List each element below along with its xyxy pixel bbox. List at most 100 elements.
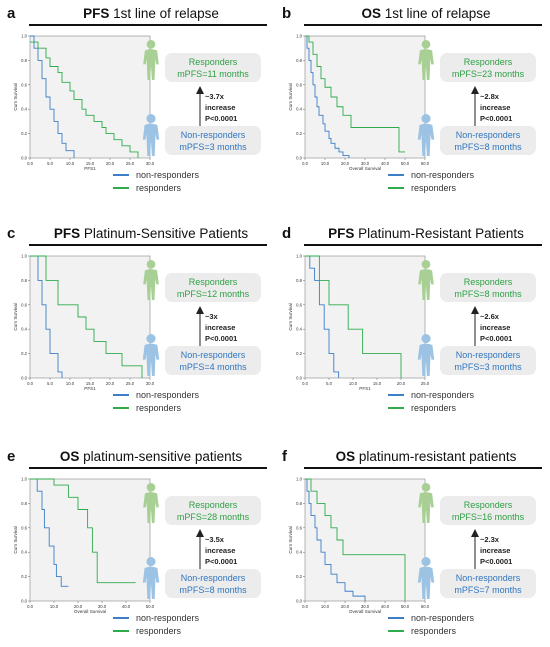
x-tick-label: 10.0 [50, 604, 59, 609]
y-tick-label: 0.4 [296, 550, 302, 555]
y-tick-label: 0.8 [296, 58, 302, 63]
x-tick-label: 20.0 [106, 161, 115, 166]
title-bold: OS [60, 449, 80, 464]
head-shape [421, 260, 431, 269]
x-tick-label: 15.0 [86, 161, 95, 166]
y-tick-label: 0.6 [21, 302, 27, 307]
p-value: P<0.0001 [480, 334, 512, 343]
p-value: P<0.0001 [205, 334, 237, 343]
chart-title: OS platinum-resistant patients [336, 449, 517, 464]
fold-change: ~2.6x [480, 312, 500, 321]
responder-figure-icon [418, 260, 434, 300]
x-tick-label: 5.0 [47, 161, 53, 166]
survival-curve-responders [30, 255, 143, 378]
x-tick-label: 20.0 [341, 161, 350, 166]
chart-title: PFS Platinum-Resistant Patients [328, 226, 524, 241]
x-tick-label: 20.0 [397, 381, 406, 386]
legend-label-responders: responders [136, 626, 182, 636]
plot-area [304, 478, 426, 602]
nonresponders-bubble [440, 126, 536, 155]
x-tick-label: 40.0 [381, 161, 390, 166]
title-rest: 1st line of relapse [381, 6, 491, 21]
head-shape [146, 260, 156, 269]
p-value: P<0.0001 [205, 557, 237, 566]
responders-label: Responders [464, 500, 513, 510]
x-tick-label: 40.0 [381, 604, 390, 609]
x-tick-label: 25.0 [126, 381, 135, 386]
head-shape [146, 557, 156, 567]
y-tick-label: 0.2 [21, 351, 27, 356]
legend-label-responders: responders [136, 403, 182, 413]
y-tick-label: 0.0 [296, 376, 302, 381]
responders-label: Responders [189, 277, 238, 287]
responders-bubble [440, 53, 536, 82]
x-tick-label: 5.0 [326, 381, 332, 386]
responders-label: Responders [189, 57, 238, 67]
panel-letter: c [7, 225, 15, 242]
x-tick-label: 50.0 [401, 161, 410, 166]
y-tick-label: 0.2 [296, 574, 302, 579]
x-axis-label: PFS1 [359, 386, 371, 391]
fold-change: ~3.5x [205, 535, 225, 544]
panel-d: d PFS Platinum-Resistant Patients 0.0 0.2 0.… [282, 225, 542, 413]
body-shape [417, 343, 435, 376]
x-axis-label: PFS1 [84, 386, 96, 391]
responder-figure-icon [418, 40, 434, 80]
x-axis-label: Overall Survival [349, 609, 381, 614]
p-value: P<0.0001 [205, 114, 237, 123]
survival-curve-responders [30, 478, 136, 584]
nonresponder-figure-icon [142, 557, 160, 599]
chart-title: OS platinum-sensitive patients [60, 449, 243, 464]
nonresponders-label: Non-responders [456, 130, 521, 140]
x-tick-label: 10.0 [66, 161, 75, 166]
panel-b: b OS 1st line of relapse 0.0 0.2 0.4 0.6 0.8 1.… [282, 5, 542, 193]
body-shape [143, 49, 159, 80]
title-bold: PFS [83, 6, 109, 21]
legend-label-non-responders: non-responders [411, 170, 475, 180]
panel-c: c PFS Platinum-Sensitive Patients 0.0 0.2 0.… [7, 225, 267, 413]
x-tick-label: 30.0 [98, 604, 107, 609]
responders-bubble [440, 496, 536, 525]
fold-change: ~2.3x [480, 535, 500, 544]
nonresponders-bubble [440, 569, 536, 598]
body-shape [417, 123, 435, 156]
x-tick-label: 30.0 [146, 381, 155, 386]
nonresponders-bubble [165, 126, 261, 155]
increase-label: increase [480, 546, 510, 555]
nonresponders-label: Non-responders [181, 350, 246, 360]
y-tick-label: 0.0 [296, 599, 302, 604]
x-tick-label: 10.0 [349, 381, 358, 386]
plot-area [29, 478, 151, 602]
nonresponders-bubble [165, 346, 261, 375]
y-tick-label: 0.0 [296, 156, 302, 161]
head-shape [421, 40, 431, 49]
y-tick-label: 0.6 [21, 82, 27, 87]
title-rest: Platinum-Sensitive Patients [80, 226, 248, 241]
legend-label-responders: responders [411, 403, 457, 413]
panel-a: a PFS 1st line of relapse 0.0 0.2 0.4 0.6 0.8 1… [7, 5, 267, 193]
y-tick-label: 0.2 [21, 131, 27, 136]
survival-curve-non-responders [305, 255, 340, 378]
x-axis-label: PFS1 [84, 166, 96, 171]
nonresponders-label: Non-responders [181, 130, 246, 140]
x-tick-label: 0.0 [302, 604, 308, 609]
title-rest: platinum-resistant patients [355, 449, 517, 464]
nonresponders-median: mPFS=4 months [179, 362, 247, 372]
responders-label: Responders [189, 500, 238, 510]
body-shape [142, 343, 160, 376]
x-tick-label: 20.0 [106, 381, 115, 386]
y-tick-label: 0.6 [296, 82, 302, 87]
y-axis-label: Cum Survival [13, 526, 18, 553]
survival-curve-non-responders [305, 35, 350, 158]
responders-median: mPFS=8 months [454, 289, 522, 299]
legend-label-non-responders: non-responders [136, 613, 200, 623]
nonresponders-label: Non-responders [456, 350, 521, 360]
responders-median: mPFS=11 months [177, 69, 249, 79]
x-tick-label: 20.0 [74, 604, 83, 609]
responders-label: Responders [464, 277, 513, 287]
y-tick-label: 0.2 [21, 574, 27, 579]
x-tick-label: 30.0 [146, 161, 155, 166]
body-shape [142, 566, 160, 599]
survival-curve-non-responders [30, 478, 69, 587]
